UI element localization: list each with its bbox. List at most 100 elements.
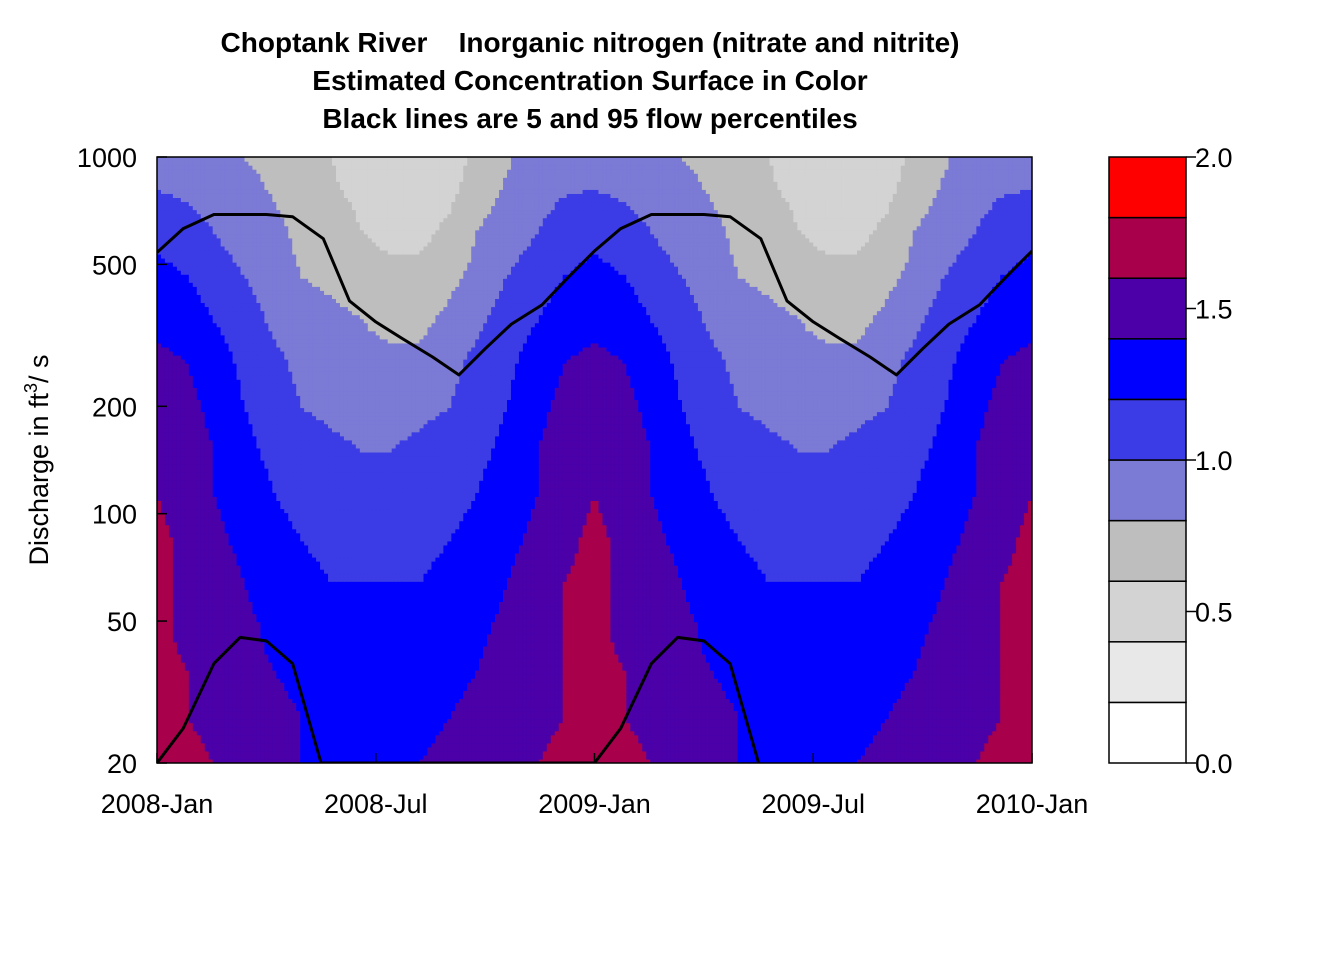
surface-cell — [292, 698, 297, 703]
surface-cell — [984, 723, 989, 728]
surface-cell — [515, 723, 520, 728]
surface-cell — [698, 690, 703, 695]
surface-cell — [694, 690, 699, 695]
surface-cell — [161, 686, 166, 691]
surface-cell — [952, 702, 957, 707]
surface-cell — [789, 735, 794, 740]
surface-cell — [241, 702, 246, 707]
surface-cell — [960, 755, 965, 760]
surface-cell — [384, 715, 389, 720]
surface-cell — [177, 715, 182, 720]
surface-cell — [698, 739, 703, 744]
surface-cell — [471, 727, 476, 732]
surface-cell — [730, 751, 735, 756]
surface-cell — [861, 715, 866, 720]
surface-cell — [439, 706, 444, 711]
surface-cell — [702, 747, 707, 752]
surface-cell — [853, 755, 858, 760]
surface-cell — [849, 739, 854, 744]
surface-cell — [400, 710, 405, 715]
surface-cell — [567, 747, 572, 752]
surface-cell — [710, 715, 715, 720]
surface-cell — [551, 739, 556, 744]
surface-cell — [933, 715, 938, 720]
surface-cell — [328, 694, 333, 699]
surface-cell — [420, 702, 425, 707]
surface-cell — [1004, 735, 1009, 740]
surface-cell — [921, 706, 926, 711]
surface-cell — [300, 739, 305, 744]
surface-cell — [483, 743, 488, 748]
surface-cell — [479, 743, 484, 748]
surface-cell — [718, 690, 723, 695]
surface-cell — [555, 702, 560, 707]
surface-cell — [1000, 706, 1005, 711]
surface-cell — [420, 706, 425, 711]
surface-cell — [614, 702, 619, 707]
surface-cell — [933, 702, 938, 707]
surface-cell — [841, 719, 846, 724]
surface-cell — [591, 702, 596, 707]
surface-cell — [614, 715, 619, 720]
surface-cell — [742, 739, 747, 744]
surface-cell — [304, 743, 309, 748]
surface-cell — [165, 727, 170, 732]
surface-cell — [332, 735, 337, 740]
surface-cell — [948, 694, 953, 699]
surface-cell — [459, 731, 464, 736]
surface-cell — [857, 755, 862, 760]
surface-cell — [630, 719, 635, 724]
surface-cell — [368, 715, 373, 720]
surface-cell — [332, 727, 337, 732]
surface-cell — [495, 710, 500, 715]
surface-cell — [332, 702, 337, 707]
surface-cell — [933, 735, 938, 740]
surface-cell — [952, 710, 957, 715]
surface-cell — [829, 706, 834, 711]
surface-cell — [264, 731, 269, 736]
surface-cell — [233, 727, 238, 732]
surface-cell — [408, 727, 413, 732]
surface-cell — [690, 739, 695, 744]
surface-cell — [392, 719, 397, 724]
surface-cell — [248, 743, 253, 748]
surface-cell — [726, 727, 731, 732]
surface-cell — [221, 686, 226, 691]
surface-cell — [869, 706, 874, 711]
surface-cell — [229, 739, 234, 744]
surface-cell — [423, 706, 428, 711]
surface-cell — [467, 731, 472, 736]
surface-cell — [360, 710, 365, 715]
surface-cell — [205, 747, 210, 752]
surface-cell — [821, 751, 826, 756]
surface-cell — [427, 739, 432, 744]
surface-cell — [917, 719, 922, 724]
surface-cell — [853, 715, 858, 720]
surface-cell — [177, 723, 182, 728]
surface-cell — [889, 710, 894, 715]
surface-cell — [567, 698, 572, 703]
surface-cell — [416, 751, 421, 756]
surface-cell — [431, 690, 436, 695]
surface-cell — [384, 755, 389, 760]
surface-cell — [268, 727, 273, 732]
surface-cell — [531, 719, 536, 724]
surface-cell — [630, 710, 635, 715]
surface-cell — [332, 751, 337, 756]
surface-cell — [423, 723, 428, 728]
surface-cell — [714, 739, 719, 744]
surface-cell — [690, 755, 695, 760]
surface-cell — [396, 698, 401, 703]
surface-cell — [956, 731, 961, 736]
surface-cell — [781, 690, 786, 695]
surface-cell — [797, 735, 802, 740]
surface-cell — [392, 735, 397, 740]
surface-cell — [785, 706, 790, 711]
surface-cell — [638, 710, 643, 715]
surface-cell — [316, 698, 321, 703]
surface-cell — [770, 698, 775, 703]
surface-cell — [654, 702, 659, 707]
surface-cell — [642, 694, 647, 699]
surface-cell — [917, 715, 922, 720]
surface-cell — [499, 735, 504, 740]
